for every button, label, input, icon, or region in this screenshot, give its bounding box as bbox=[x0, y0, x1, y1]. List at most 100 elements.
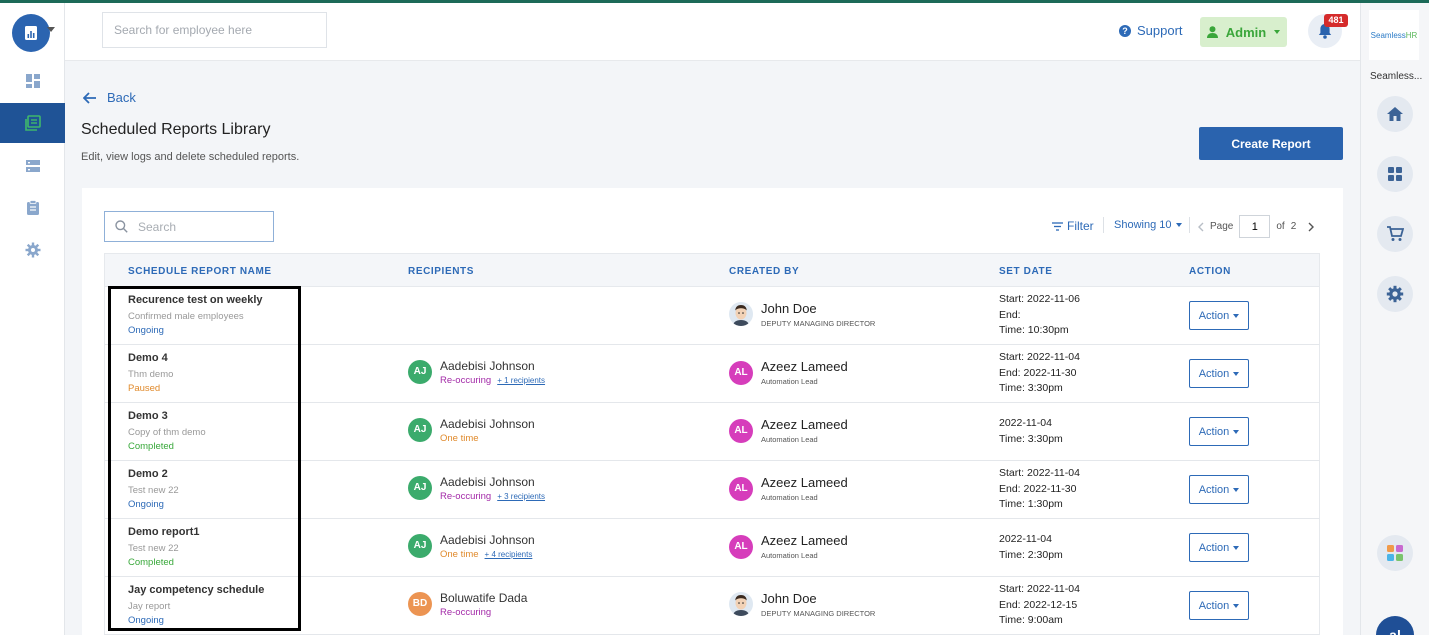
set-date: Start: 2022-11-06 End: Time: 10:30pm bbox=[999, 292, 1080, 339]
status-label: Completed bbox=[128, 557, 174, 568]
app-logo-icon[interactable] bbox=[12, 14, 50, 52]
recipient-name: Boluwatife Dada bbox=[440, 591, 528, 605]
action-dropdown-button[interactable]: Action bbox=[1189, 591, 1249, 620]
table-row[interactable]: Demo 2 Test new 22 Ongoing AJ Aadebisi Johns… bbox=[104, 461, 1320, 519]
employee-search-input[interactable] bbox=[102, 12, 327, 48]
report-name[interactable]: Demo 2 bbox=[128, 468, 168, 480]
report-description: Copy of thm demo bbox=[128, 427, 206, 438]
app-launcher-icon[interactable] bbox=[1377, 535, 1413, 571]
more-recipients-link[interactable]: + 1 recipients bbox=[497, 376, 546, 385]
admin-menu-button[interactable]: Admin bbox=[1200, 17, 1287, 47]
column-header-recipients[interactable]: RECIPIENTS bbox=[408, 266, 475, 277]
cart-icon[interactable] bbox=[1377, 216, 1413, 252]
status-label: Paused bbox=[128, 383, 161, 394]
creator-role: Automation Lead bbox=[761, 377, 818, 386]
column-header-name[interactable]: SCHEDULE REPORT NAME bbox=[128, 266, 272, 277]
toolbar-divider bbox=[1103, 217, 1104, 233]
chevron-down-icon bbox=[1233, 313, 1240, 318]
user-avatar[interactable]: al bbox=[1376, 616, 1414, 635]
creator-name: John Doe bbox=[761, 591, 817, 606]
create-report-button[interactable]: Create Report bbox=[1199, 127, 1343, 160]
action-dropdown-button[interactable]: Action bbox=[1189, 301, 1249, 330]
table-row[interactable]: Demo 3 Copy of thm demo Completed AJ Aadebis… bbox=[104, 403, 1320, 461]
table-row[interactable]: Demo 4 Thm demo Paused AJ Aadebisi Johnson Re… bbox=[104, 345, 1320, 403]
report-name[interactable]: Demo 3 bbox=[128, 410, 168, 422]
page-size-select[interactable]: Showing 10 bbox=[1114, 219, 1182, 231]
more-recipients-link[interactable]: + 3 recipients bbox=[497, 492, 546, 501]
support-link[interactable]: ? Support bbox=[1119, 23, 1183, 38]
gear-icon[interactable] bbox=[1377, 276, 1413, 312]
home-icon[interactable] bbox=[1377, 96, 1413, 132]
action-label: Action bbox=[1198, 425, 1230, 438]
recipient-avatar: BD bbox=[408, 592, 432, 616]
page-number-input[interactable] bbox=[1239, 215, 1271, 238]
filter-button[interactable]: Filter bbox=[1052, 219, 1094, 233]
chevron-right-icon[interactable] bbox=[1308, 222, 1315, 232]
report-name[interactable]: Demo 4 bbox=[128, 352, 168, 364]
chevron-left-icon[interactable] bbox=[1198, 222, 1204, 232]
set-date-line: End: 2022-11-30 bbox=[999, 366, 1077, 379]
back-link[interactable]: Back bbox=[83, 90, 136, 105]
table-search-input[interactable] bbox=[138, 219, 258, 234]
apps-grid-icon[interactable] bbox=[1377, 156, 1413, 192]
chevron-down-icon bbox=[1233, 487, 1240, 492]
table-row[interactable]: Jay competency schedule Jay report Ongoing… bbox=[104, 577, 1320, 635]
top-header: ? Support Admin 481 bbox=[65, 3, 1360, 61]
table-header: SCHEDULE REPORT NAME RECIPIENTS CREATED … bbox=[104, 253, 1320, 287]
nav-reports-icon[interactable] bbox=[0, 103, 65, 143]
reports-card: Filter Showing 10 Page of 2 SCHEDULE REP… bbox=[82, 188, 1343, 635]
chevron-down-icon bbox=[1233, 429, 1240, 434]
brand-text: Seamless bbox=[1370, 30, 1406, 40]
status-label: Ongoing bbox=[128, 499, 164, 510]
action-dropdown-button[interactable]: Action bbox=[1189, 533, 1249, 562]
action-label: Action bbox=[1198, 309, 1230, 322]
toolbar-divider bbox=[1189, 217, 1190, 233]
recipient-avatar: AJ bbox=[408, 360, 432, 384]
recipient-name: Aadebisi Johnson bbox=[440, 533, 535, 547]
report-description: Test new 22 bbox=[128, 543, 179, 554]
admin-label: Admin bbox=[1225, 24, 1267, 40]
recipient-name: Aadebisi Johnson bbox=[440, 417, 535, 431]
table-search[interactable] bbox=[104, 211, 274, 242]
set-date: 2022-11-04 Time: 3:30pm bbox=[999, 416, 1063, 447]
brand-logo[interactable]: Seamless HR bbox=[1369, 10, 1419, 60]
help-icon: ? bbox=[1119, 24, 1131, 37]
more-recipients-link[interactable]: + 4 recipients bbox=[484, 550, 533, 559]
set-date-line: Time: 3:30pm bbox=[999, 432, 1063, 445]
recipient-avatar: AJ bbox=[408, 418, 432, 442]
brand-text-hr: HR bbox=[1405, 30, 1418, 40]
table-row[interactable]: Recurence test on weekly Confirmed male e… bbox=[104, 287, 1320, 345]
chevron-down-icon bbox=[1233, 603, 1240, 608]
set-date-line: Time: 1:30pm bbox=[999, 498, 1063, 510]
set-date-line: End: 2022-11-30 bbox=[999, 482, 1077, 495]
report-name[interactable]: Recurence test on weekly bbox=[128, 294, 263, 306]
creator-avatar: AL bbox=[729, 535, 753, 559]
recipient-avatar: AJ bbox=[408, 476, 432, 500]
support-label: Support bbox=[1137, 23, 1183, 38]
of-label: of bbox=[1276, 221, 1285, 232]
status-label: Ongoing bbox=[128, 615, 164, 626]
status-label: Completed bbox=[128, 441, 174, 452]
column-header-created-by[interactable]: CREATED BY bbox=[729, 266, 800, 277]
table-row[interactable]: Demo report1 Test new 22 Completed AJ Aadebi… bbox=[104, 519, 1320, 577]
report-name[interactable]: Demo report1 bbox=[128, 526, 200, 538]
nav-servers-icon[interactable] bbox=[0, 146, 65, 186]
creator-name: Azeez Lameed bbox=[761, 533, 848, 548]
column-header-set-date[interactable]: SET DATE bbox=[999, 266, 1053, 277]
set-date: Start: 2022-11-04 End: 2022-11-30 Time: 1:… bbox=[999, 466, 1080, 513]
action-dropdown-button[interactable]: Action bbox=[1189, 359, 1249, 388]
app-switcher-caret-icon[interactable] bbox=[47, 27, 55, 32]
report-description: Jay report bbox=[128, 601, 171, 612]
set-date-line: Start: 2022-11-04 bbox=[999, 583, 1080, 595]
nav-clipboard-icon[interactable] bbox=[0, 188, 65, 228]
nav-dashboard-icon[interactable] bbox=[0, 61, 65, 101]
right-sidebar: Seamless HR Seamless... al bbox=[1360, 3, 1429, 635]
action-dropdown-button[interactable]: Action bbox=[1189, 475, 1249, 504]
chevron-down-icon bbox=[1233, 545, 1240, 550]
creator-avatar: AL bbox=[729, 361, 753, 385]
action-dropdown-button[interactable]: Action bbox=[1189, 417, 1249, 446]
set-date-line: 2022-11-04 bbox=[999, 533, 1052, 545]
nav-settings-icon[interactable] bbox=[0, 230, 65, 270]
report-description: Test new 22 bbox=[128, 485, 179, 496]
report-name[interactable]: Jay competency schedule bbox=[128, 584, 265, 596]
